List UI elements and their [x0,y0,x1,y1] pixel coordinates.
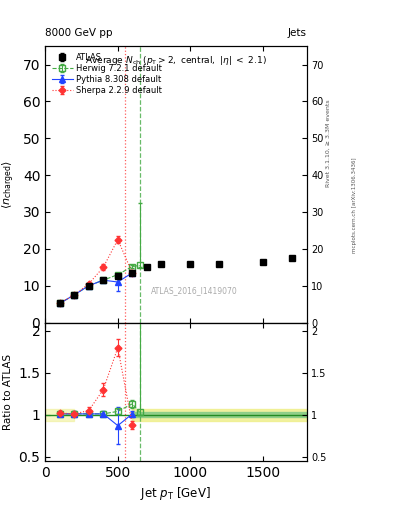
Text: ATLAS_2016_I1419070: ATLAS_2016_I1419070 [151,286,237,295]
Legend: ATLAS, Herwig 7.2.1 default, Pythia 8.308 default, Sherpa 2.2.9 default: ATLAS, Herwig 7.2.1 default, Pythia 8.30… [50,50,164,97]
Text: Jets: Jets [288,28,307,38]
Text: Average $N_\mathrm{ch}\ (p_\mathrm{T}{>}2,\ \mathrm{central},\ |\eta|\ <\ 2.1)$: Average $N_\mathrm{ch}\ (p_\mathrm{T}{>}… [85,54,267,68]
Text: 8000 GeV pp: 8000 GeV pp [45,28,113,38]
Text: mcplots.cern.ch [arXiv:1306.3436]: mcplots.cern.ch [arXiv:1306.3436] [352,157,357,252]
Y-axis label: $\langle n_\mathrm{charged} \rangle$: $\langle n_\mathrm{charged} \rangle$ [1,160,17,209]
Y-axis label: Ratio to ATLAS: Ratio to ATLAS [3,354,13,430]
Text: Rivet 3.1.10, ≥ 3.3M events: Rivet 3.1.10, ≥ 3.3M events [326,99,331,187]
X-axis label: Jet $p_\mathrm{T}$ [GeV]: Jet $p_\mathrm{T}$ [GeV] [140,485,211,502]
